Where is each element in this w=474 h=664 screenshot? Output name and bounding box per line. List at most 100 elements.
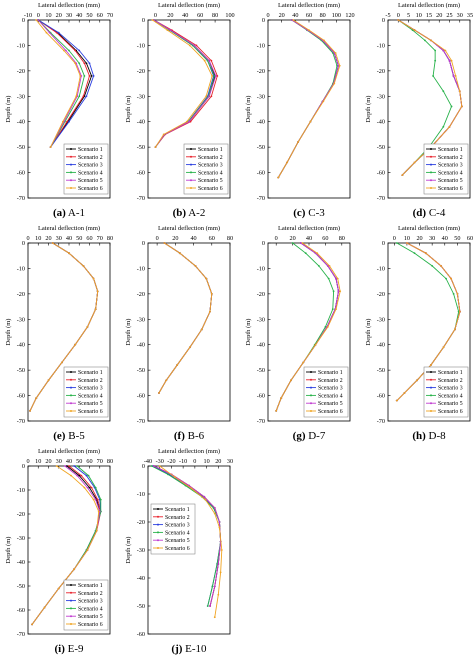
data-point (61, 120, 64, 123)
plot-frame (147, 242, 231, 422)
y-tick-label: -10 (257, 265, 265, 272)
y-tick-label: -70 (137, 418, 145, 425)
data-point (90, 75, 93, 77)
panel-B-6: Lateral deflection (mm) 0 20 40 60 80 Depth (m… (125, 225, 233, 442)
legend-box (150, 503, 196, 555)
x-tick-label: 0 (37, 12, 40, 19)
data-point (47, 379, 50, 382)
legend-label: Scenario 5 (438, 178, 463, 184)
caption-name: D-8 (426, 430, 446, 442)
y-tick-label: -70 (137, 195, 145, 202)
data-point (450, 277, 452, 280)
data-point (96, 290, 99, 293)
data-point (57, 31, 60, 34)
x-tick-label: 10 (35, 458, 41, 465)
legend-label: Scenario 2 (78, 378, 103, 384)
x-tick-label: 80 (212, 12, 218, 19)
x-tick-label: 10 (35, 235, 41, 242)
legend-label: Scenario 3 (165, 523, 190, 529)
x-tick-label: 80 (107, 235, 113, 242)
data-point (431, 264, 434, 267)
legend-marker (70, 591, 72, 594)
legend-marker (70, 584, 72, 586)
data-point (213, 585, 216, 588)
data-point (210, 59, 213, 62)
y-tick-label: 0 (22, 463, 25, 470)
legend-marker (70, 623, 72, 625)
x-tick-label: 20 (279, 12, 285, 19)
x-tick-label: -20 (167, 458, 175, 465)
legend-label: Scenario 3 (438, 386, 463, 392)
data-point (395, 242, 398, 244)
data-point (92, 498, 95, 501)
legend-label: Scenario 5 (165, 538, 190, 544)
data-point (195, 44, 198, 47)
data-point (429, 364, 432, 366)
data-point (78, 49, 81, 52)
panel-E-9: Lateral deflection (mm) 0 10 20 30 40 50 60 70 80… (5, 448, 113, 655)
legend-label: Scenario 2 (438, 378, 463, 384)
legend-marker (190, 179, 192, 182)
caption-name: D-7 (305, 430, 325, 442)
legend-marker (70, 402, 72, 405)
legend-marker (70, 386, 72, 389)
y-tick-label: -70 (377, 195, 385, 202)
series-line-scenario-5 (37, 19, 82, 148)
x-tick-label: 0 (275, 235, 278, 242)
caption-name: B-6 (185, 430, 205, 442)
x-tick-label: 40 (76, 12, 82, 19)
x-axis-label: Lateral deflection (mm) (38, 448, 100, 455)
legend-label: Scenario 3 (78, 386, 103, 392)
caption-name: E-9 (65, 643, 84, 655)
y-tick-label: -30 (137, 316, 145, 323)
panel-caption: (h) D-8 (412, 430, 446, 442)
data-point (87, 474, 90, 477)
legend-marker (310, 402, 312, 405)
data-point (213, 616, 216, 619)
data-point (75, 95, 78, 98)
x-tick-label: 30 (227, 458, 233, 465)
y-tick-label: -10 (257, 42, 265, 49)
data-point (158, 392, 160, 394)
data-point (314, 343, 317, 346)
data-point (397, 19, 400, 21)
legend-label: Scenario 4 (318, 393, 343, 399)
data-point (332, 290, 335, 293)
data-point (301, 242, 304, 244)
y-tick-label: -50 (17, 583, 25, 590)
legend-marker (70, 163, 72, 166)
x-tick-label: 35 (467, 12, 473, 19)
data-point (448, 59, 451, 62)
series-line-scenario-6 (35, 19, 81, 148)
data-point (277, 176, 280, 179)
data-point (454, 75, 457, 77)
data-point (220, 549, 223, 551)
x-tick-label: 60 (197, 12, 203, 19)
legend-label: Scenario 5 (318, 401, 343, 407)
legend-label: Scenario 1 (438, 147, 463, 153)
data-point (66, 120, 68, 123)
data-point (450, 59, 453, 62)
caption-letter: (j) (171, 643, 182, 655)
data-point (205, 95, 208, 98)
data-point (83, 62, 86, 65)
data-point (82, 95, 85, 98)
x-tick-label: 0 (154, 12, 157, 19)
x-tick-label: 20 (172, 235, 178, 242)
data-point (209, 310, 211, 313)
legend-marker (430, 155, 432, 158)
y-tick-label: -30 (17, 316, 25, 323)
data-point (35, 397, 38, 400)
x-tick-label: 80 (227, 235, 233, 242)
y-tick-label: -10 (17, 487, 25, 494)
x-axis-label: Lateral deflection (mm) (398, 2, 460, 9)
y-tick-label: -60 (257, 393, 265, 400)
y-tick-label: -40 (137, 342, 145, 349)
data-point (444, 49, 447, 52)
data-point (217, 563, 220, 565)
legend-label: Scenario 2 (78, 591, 103, 597)
legend-box (63, 579, 109, 631)
data-point (452, 292, 455, 295)
